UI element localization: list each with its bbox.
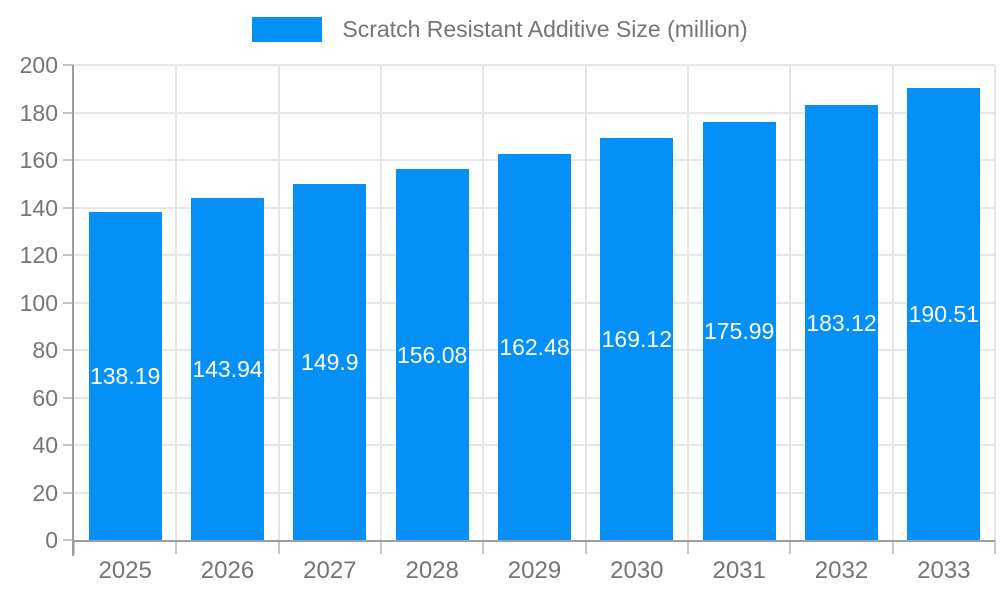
y-tick-label: 100 xyxy=(19,289,58,316)
y-axis-tick xyxy=(63,396,74,399)
bar xyxy=(498,154,571,540)
legend-swatch xyxy=(252,17,323,42)
x-tick-label: 2033 xyxy=(917,557,971,584)
x-axis-tick xyxy=(380,540,382,554)
bar xyxy=(805,105,878,540)
y-tick-label: 140 xyxy=(19,194,58,221)
v-gridline xyxy=(891,65,894,540)
y-tick-label: 0 xyxy=(45,527,58,553)
x-axis-line xyxy=(72,540,995,542)
bar-value-label: 149.9 xyxy=(301,348,359,375)
bar xyxy=(907,87,981,540)
y-axis-tick xyxy=(63,444,74,446)
x-axis-tick xyxy=(891,540,894,554)
h-gridline xyxy=(74,111,995,114)
x-tick-label: 2025 xyxy=(98,557,152,584)
y-tick-label: 120 xyxy=(19,242,58,268)
bar-value-label: 156.08 xyxy=(396,341,468,368)
y-tick-label: 180 xyxy=(19,99,58,126)
x-tick-label: 2032 xyxy=(814,557,869,584)
y-axis-line xyxy=(72,65,74,556)
x-axis-tick xyxy=(277,540,280,554)
legend: Scratch Resistant Additive Size (million… xyxy=(0,16,1000,43)
bar-value-label: 169.12 xyxy=(601,326,672,353)
v-gridline xyxy=(994,65,996,540)
x-tick-label: 2029 xyxy=(507,557,562,584)
y-axis-tick xyxy=(63,254,74,256)
x-tick-label: 2026 xyxy=(200,557,255,584)
bar-value-label: 183.12 xyxy=(806,309,877,336)
y-tick-label: 20 xyxy=(32,479,58,506)
bar xyxy=(293,183,367,540)
x-axis-tick xyxy=(994,540,996,554)
x-axis-tick xyxy=(482,540,485,554)
bar xyxy=(88,211,162,540)
bar-value-label: 143.94 xyxy=(192,356,263,383)
x-axis-tick xyxy=(584,540,587,554)
v-gridline xyxy=(687,65,689,540)
y-tick-label: 200 xyxy=(19,52,58,78)
v-gridline xyxy=(277,65,280,540)
x-tick-label: 2031 xyxy=(712,557,766,584)
bar-value-label: 190.51 xyxy=(908,300,979,327)
y-axis-tick xyxy=(63,349,74,351)
v-gridline xyxy=(482,65,485,540)
y-axis-tick xyxy=(63,111,74,114)
bar xyxy=(600,138,674,540)
v-gridline xyxy=(175,65,178,540)
y-axis-tick xyxy=(63,491,74,494)
y-axis-tick xyxy=(63,301,74,304)
y-tick-label: 60 xyxy=(32,384,58,411)
x-axis-tick xyxy=(73,540,75,554)
x-tick-label: 2028 xyxy=(405,557,459,584)
bar-value-label: 138.19 xyxy=(89,362,161,389)
legend-item[interactable]: Scratch Resistant Additive Size (million… xyxy=(252,16,748,43)
bar xyxy=(191,198,264,540)
x-tick-label: 2030 xyxy=(610,557,664,584)
x-axis-tick xyxy=(687,540,689,554)
y-axis-tick xyxy=(63,159,74,161)
bar-value-label: 162.48 xyxy=(499,334,570,361)
bar-value-label: 175.99 xyxy=(703,318,775,344)
y-tick-label: 160 xyxy=(19,147,58,173)
v-gridline xyxy=(789,65,792,540)
x-axis-tick xyxy=(175,540,178,554)
h-gridline xyxy=(74,64,995,66)
legend-label: Scratch Resistant Additive Size (million… xyxy=(342,16,748,42)
y-axis-tick xyxy=(63,206,74,209)
y-axis-tick xyxy=(63,539,74,541)
x-axis-tick xyxy=(789,540,792,554)
v-gridline xyxy=(584,65,587,540)
bar xyxy=(702,122,776,540)
y-tick-label: 80 xyxy=(32,337,58,363)
y-tick-label: 40 xyxy=(32,432,58,458)
bar xyxy=(395,169,469,540)
x-tick-label: 2027 xyxy=(303,557,357,584)
v-gridline xyxy=(380,65,382,540)
y-axis-tick xyxy=(63,64,74,66)
